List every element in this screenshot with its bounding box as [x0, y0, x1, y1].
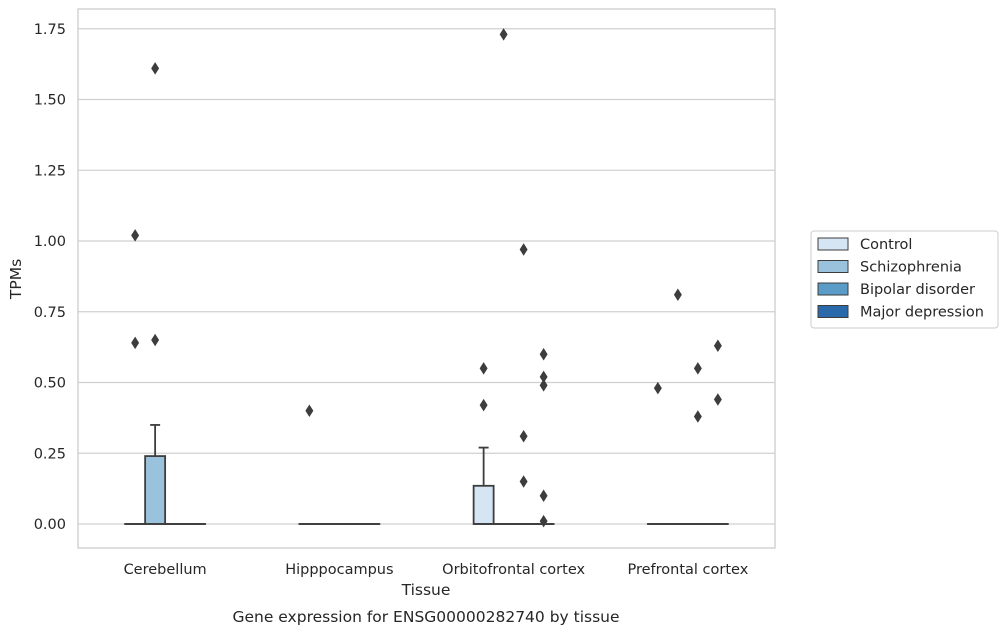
outlier-point: [539, 347, 548, 361]
box-group: [706, 339, 729, 525]
outlier-point: [519, 243, 528, 256]
legend-swatch: [817, 305, 849, 318]
outlier-point: [539, 489, 548, 502]
box-group: [144, 62, 167, 525]
y-tick-label: 1.00: [34, 234, 66, 250]
outlier-point: [539, 379, 548, 392]
outlier-point: [673, 288, 682, 302]
y-axis-ticks: 0.00 0.25 0.50 0.75 1.00 1.25 1.50 1.75: [34, 22, 66, 533]
legend-swatch: [817, 260, 849, 273]
box-group: [472, 362, 495, 525]
legend-label: Major depression: [860, 305, 984, 321]
y-tick-label: 0.75: [34, 305, 66, 321]
outlier-point: [519, 430, 528, 443]
box-group: [666, 288, 689, 525]
legend-label: Control: [860, 237, 912, 253]
plot-frame: [77, 8, 776, 549]
outlier-point: [131, 336, 140, 350]
box-group: [298, 404, 321, 525]
box-group: [512, 243, 535, 525]
box-group: [532, 347, 555, 528]
y-tick-label: 1.25: [34, 163, 66, 179]
x-tick-label: Cerebellum: [124, 562, 207, 578]
box-group: [124, 229, 147, 525]
legend-label: Bipolar disorder: [860, 282, 975, 298]
legend: Control Schizophrenia Bipolar disorder Majo…: [810, 230, 999, 329]
legend-frame: [810, 230, 999, 329]
box-group: [646, 381, 669, 525]
legend-swatch: [817, 282, 849, 296]
x-axis-ticks: Cerebellum Hipppocampus Orbitofrontal cort…: [124, 562, 749, 578]
box-group: [686, 362, 709, 525]
outlier-point: [151, 333, 160, 347]
outlier-point: [713, 393, 722, 406]
outlier-point: [479, 362, 488, 375]
outlier-point: [519, 475, 528, 488]
y-tick-label: 0.25: [34, 446, 66, 462]
outlier-point: [713, 339, 722, 352]
legend-label: Schizophrenia: [860, 260, 962, 276]
chart-caption: Gene expression for ENSG00000282740 by t…: [232, 608, 619, 626]
outlier-point: [693, 410, 702, 423]
x-tick-label: Hipppocampus: [285, 562, 393, 578]
x-tick-label: Prefrontal cortex: [627, 562, 748, 578]
x-tick-label: Orbitofrontal cortex: [442, 562, 585, 578]
y-tick-label: 1.75: [34, 22, 66, 38]
y-tick-label: 0.00: [34, 517, 66, 533]
grid-lines: [78, 28, 775, 525]
box: [144, 455, 167, 525]
outlier-point: [539, 514, 548, 528]
outlier-point: [151, 62, 160, 75]
outlier-point: [693, 362, 702, 375]
box-group: [492, 28, 515, 525]
legend-swatch: [817, 237, 849, 251]
outlier-point: [499, 28, 508, 41]
plot-area: [124, 28, 729, 528]
y-tick-label: 0.50: [34, 376, 66, 392]
outlier-point: [653, 381, 662, 395]
y-axis-label: TPMs: [7, 259, 25, 300]
y-tick-label: 1.50: [34, 93, 66, 109]
outlier-point: [479, 398, 488, 412]
outlier-point: [305, 404, 314, 418]
box: [472, 484, 495, 525]
outlier-point: [131, 229, 140, 242]
x-axis-label: Tissue: [401, 581, 451, 599]
